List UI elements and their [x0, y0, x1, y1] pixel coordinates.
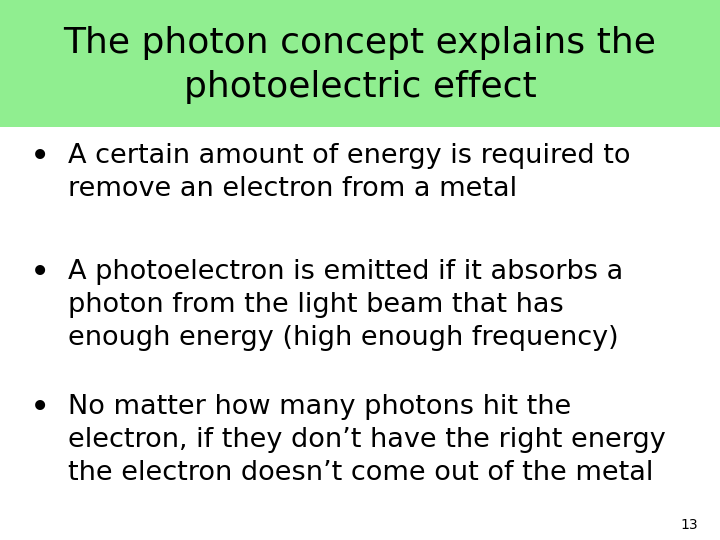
Text: photoelectric effect: photoelectric effect	[184, 70, 536, 104]
Bar	[0, 0, 720, 127]
Text: •: •	[30, 259, 49, 287]
Text: A photoelectron is emitted if it absorbs a
photon from the light beam that has
e: A photoelectron is emitted if it absorbs…	[68, 259, 624, 351]
Text: No matter how many photons hit the
electron, if they don’t have the right energy: No matter how many photons hit the elect…	[68, 394, 666, 486]
Text: A certain amount of energy is required to
remove an electron from a metal: A certain amount of energy is required t…	[68, 143, 631, 202]
Text: •: •	[30, 143, 49, 171]
Text: •: •	[30, 394, 49, 422]
Text: The photon concept explains the: The photon concept explains the	[63, 26, 657, 60]
Text: 13: 13	[681, 518, 698, 532]
